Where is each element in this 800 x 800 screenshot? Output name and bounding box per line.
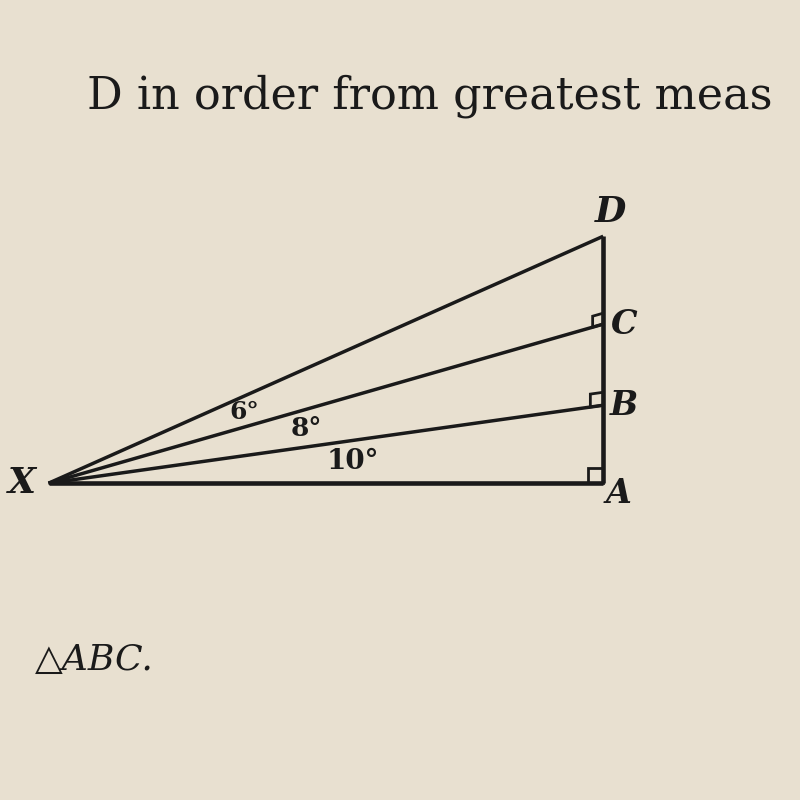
Text: B: B xyxy=(610,389,638,422)
Text: D in order from greatest meas: D in order from greatest meas xyxy=(87,74,773,118)
Text: 10°: 10° xyxy=(326,449,379,475)
Text: 8°: 8° xyxy=(290,416,322,441)
Text: D: D xyxy=(594,195,626,229)
Text: △ABC.: △ABC. xyxy=(34,643,154,678)
Text: 6°: 6° xyxy=(229,400,259,424)
Text: C: C xyxy=(610,308,638,341)
Text: A: A xyxy=(606,477,631,510)
Text: X: X xyxy=(8,466,36,500)
